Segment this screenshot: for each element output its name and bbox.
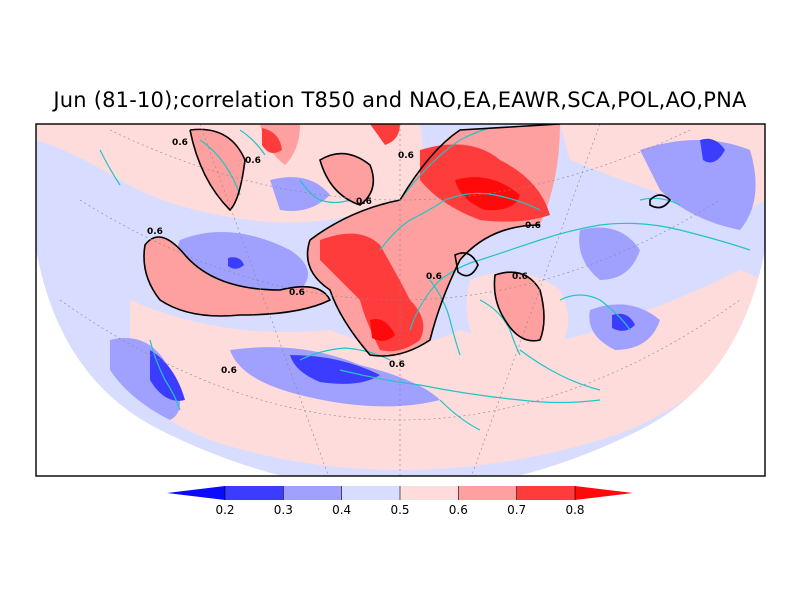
colorbar-tick-label: 0.3	[274, 503, 293, 517]
colorbar-segment	[458, 486, 517, 500]
contour-label: 0.6	[389, 360, 405, 370]
shade-0.8-peak-sw	[370, 319, 395, 341]
colorbar-segment	[400, 486, 459, 500]
shade-0.3-0.4-n-atlantic	[270, 177, 330, 211]
contour-label: 0.6	[289, 288, 305, 298]
colorbar-extend-low	[167, 486, 225, 500]
contour-label: 0.6	[172, 138, 188, 148]
shade-0.2-0.3-west	[150, 350, 185, 401]
shade-0.6-0.7-north-c	[320, 153, 374, 205]
shade-0.2-0.3-atlantic	[228, 257, 244, 269]
shade-0.7-0.8-arctic	[370, 124, 400, 145]
colorbar-segment	[341, 486, 400, 500]
coastlines	[99, 127, 751, 431]
shade-0.7-0.8-north	[262, 128, 282, 154]
colorbar-extend-high	[575, 486, 633, 500]
contour-label: 0.6	[512, 272, 528, 282]
colorbar-tick-label: 0.8	[565, 503, 584, 517]
shade-0.3-0.4-asia	[579, 227, 640, 280]
outside-mask-right	[400, 250, 765, 492]
shade-0.2-0.3-east	[700, 138, 725, 163]
colorbar-tick-label: 0.4	[332, 503, 351, 517]
colorbar-segment	[225, 486, 284, 500]
contour-label: 0.6	[525, 221, 541, 231]
contour-label: 0.6	[147, 227, 163, 237]
contour-label: 0.6	[221, 366, 237, 376]
outside-mask-left	[36, 250, 400, 492]
colorbar: 0.2 0.3 0.4 0.5 0.6 0.7 0.8	[167, 486, 633, 517]
contour-label: 0.6	[426, 272, 442, 282]
colorbar-tick-label: 0.7	[507, 503, 526, 517]
shade-0.2-0.3-mediterranean	[290, 355, 380, 384]
shade-0.6-0.7-atlantic-band	[144, 237, 330, 316]
colorbar-segment	[283, 486, 342, 500]
contour-label: 0.6	[398, 151, 414, 161]
correlation-field	[36, 124, 765, 476]
contour-label: 0.6	[356, 197, 372, 207]
colorbar-tick-label: 0.5	[390, 503, 409, 517]
colorbar-tick-label: 0.6	[449, 503, 468, 517]
shade-0.7-0.8-central-europe	[320, 233, 424, 352]
shade-0.6-0.7-north-a	[190, 129, 245, 210]
colorbar-segment	[516, 486, 575, 500]
contour-labels: 0.6 0.6 0.6 0.6 0.6 0.6 0.6 0.6 0.6 0.6 …	[147, 138, 541, 376]
map-title: Jun (81-10);correlation T850 and NAO,EA,…	[53, 88, 747, 112]
shade-0.3-0.4-east	[640, 140, 756, 230]
graticule	[59, 124, 741, 476]
colorbar-tick-label: 0.2	[215, 503, 234, 517]
shade-0.6-0.7-balkans	[494, 272, 544, 341]
shade-0.5-0.6-south	[130, 270, 765, 470]
map-frame	[35, 123, 766, 477]
shade-0.3-0.4-west	[110, 338, 180, 420]
contour-label: 0.6	[245, 156, 261, 166]
